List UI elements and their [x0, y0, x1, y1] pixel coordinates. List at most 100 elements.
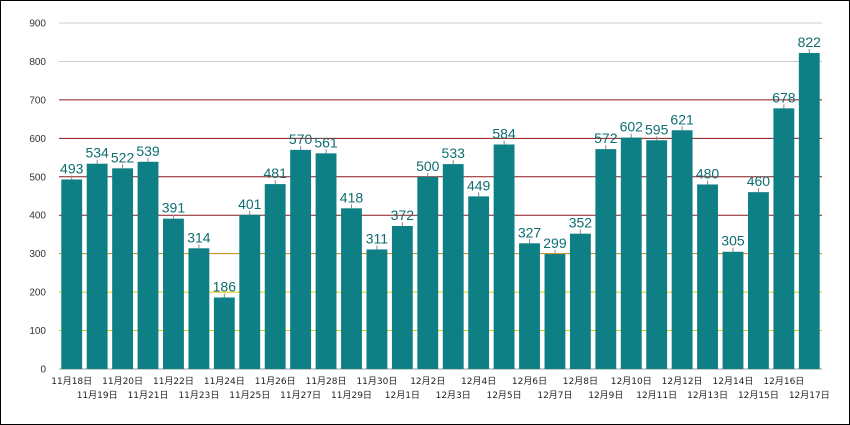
x-tick-label: 12月10日	[611, 376, 652, 387]
x-tick-label: 12月5日	[486, 390, 521, 401]
x-tick-label: 12月4日	[461, 376, 496, 387]
bar	[264, 184, 286, 369]
gridlines	[59, 22, 822, 370]
data-label: 533	[442, 145, 466, 161]
bars	[61, 48, 820, 370]
y-tick-label: 900	[29, 19, 46, 30]
bar	[239, 214, 261, 369]
x-axis-ticks: 11月18日 11月19日 11月20日 11月21日 11月22日 11月23日 11月2…	[51, 376, 829, 401]
bar	[391, 225, 413, 369]
x-tick-label: 12月11日	[636, 390, 677, 401]
y-tick-label: 600	[29, 134, 46, 145]
bar	[722, 251, 744, 369]
data-label: 305	[721, 233, 745, 249]
bar	[86, 163, 108, 369]
x-tick-label: 12月15日	[738, 390, 779, 401]
bar	[442, 164, 464, 369]
x-tick-label: 12月13日	[687, 390, 728, 401]
x-tick-label: 12月16日	[763, 376, 804, 387]
data-label: 481	[264, 165, 288, 181]
data-label: 595	[645, 121, 669, 137]
data-label: 678	[772, 89, 796, 105]
data-label: 522	[111, 149, 135, 165]
x-tick-label: 11月24日	[204, 376, 245, 387]
x-tick-label: 11月20日	[102, 376, 143, 387]
x-tick-label: 11月27日	[280, 390, 321, 401]
x-tick-label: 12月3日	[436, 390, 471, 401]
x-tick-label: 11月21日	[128, 390, 169, 401]
data-label: 186	[213, 278, 237, 294]
y-tick-label: 300	[29, 249, 46, 260]
bar	[671, 130, 693, 369]
bar	[697, 184, 718, 369]
data-label: 602	[620, 119, 644, 135]
bar	[137, 161, 159, 369]
x-tick-label: 11月29日	[331, 390, 372, 401]
x-tick-label: 12月17日	[789, 390, 830, 401]
data-label: 572	[594, 130, 618, 146]
x-tick-label: 11月19日	[77, 390, 118, 401]
data-label: 561	[314, 134, 338, 150]
data-label: 621	[670, 111, 694, 127]
data-label: 822	[798, 34, 822, 50]
x-tick-label: 11月28日	[306, 376, 347, 387]
data-label: 584	[492, 125, 516, 141]
data-label: 352	[569, 215, 593, 231]
y-tick-label: 800	[29, 57, 46, 68]
y-tick-label: 100	[29, 326, 46, 337]
bar	[341, 208, 362, 369]
bar	[569, 233, 591, 369]
bar	[468, 196, 490, 369]
data-label: 449	[467, 177, 491, 193]
y-tick-label: 400	[29, 211, 46, 222]
bar	[493, 144, 515, 369]
y-tick-label: 700	[29, 95, 46, 106]
bar	[417, 176, 439, 369]
y-tick-label: 200	[29, 288, 46, 299]
data-label: 372	[391, 207, 415, 223]
bar	[646, 140, 668, 369]
bar	[163, 218, 184, 369]
bar	[188, 248, 210, 369]
data-label: 418	[340, 189, 364, 205]
x-tick-label: 12月7日	[537, 390, 572, 401]
x-tick-label: 11月23日	[178, 390, 219, 401]
x-tick-label: 11月18日	[51, 376, 92, 387]
data-label: 480	[696, 165, 720, 181]
data-label: 314	[187, 229, 211, 245]
bar	[315, 153, 337, 369]
x-tick-label: 12月1日	[385, 390, 420, 401]
x-tick-label: 11月26日	[255, 376, 296, 387]
bar	[366, 249, 388, 369]
x-tick-label: 12月9日	[588, 390, 623, 401]
data-label: 391	[162, 200, 186, 216]
data-label: 493	[60, 160, 84, 176]
y-tick-label: 0	[40, 365, 46, 376]
data-label: 460	[747, 173, 771, 189]
y-tick-label: 500	[29, 172, 46, 183]
data-label: 570	[289, 131, 313, 147]
x-tick-label: 11月22日	[153, 376, 194, 387]
x-tick-label: 12月2日	[410, 376, 445, 387]
bar	[112, 168, 134, 369]
bar	[519, 243, 540, 369]
data-label: 311	[366, 230, 389, 246]
bar	[595, 149, 617, 369]
data-label: 401	[238, 196, 262, 212]
bar	[61, 179, 83, 369]
bar	[213, 297, 235, 369]
bar	[798, 52, 820, 370]
x-tick-label: 12月14日	[713, 376, 754, 387]
bar	[747, 192, 769, 369]
x-tick-label: 12月8日	[563, 376, 598, 387]
data-label: 534	[85, 145, 109, 161]
x-tick-label: 12月12日	[662, 376, 703, 387]
data-label: 327	[518, 224, 542, 240]
data-label: 539	[136, 143, 160, 159]
bar	[620, 137, 642, 369]
y-axis-ticks: 0 100 200 300 400 500 600 700 800 900	[29, 19, 46, 376]
x-tick-label: 12月6日	[512, 376, 547, 387]
bar	[290, 149, 312, 369]
